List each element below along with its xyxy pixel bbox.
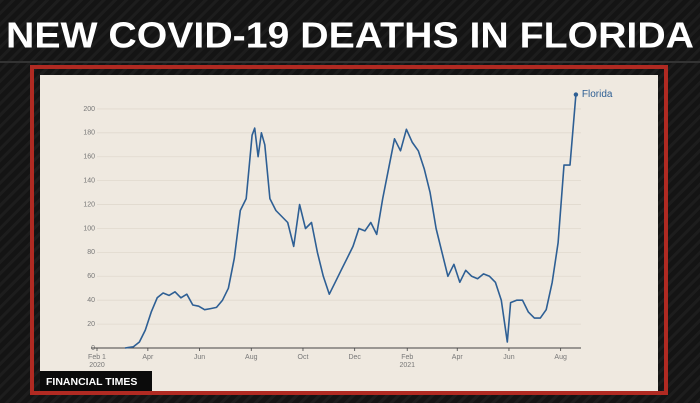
y-tick-label: 60 [87, 273, 95, 280]
plot-panel [40, 75, 658, 391]
series-end-dot [573, 92, 579, 97]
chart-title: NEW COVID-19 DEATHS IN FLORIDA [6, 15, 694, 56]
x-tick-label: Aug [554, 354, 567, 361]
x-tick-label: Apr [142, 354, 154, 361]
source-badge [40, 371, 152, 391]
x-tick-label: Aug [245, 354, 258, 361]
y-tick-label: 100 [83, 225, 95, 232]
y-tick-label: 20 [87, 321, 95, 328]
y-tick-label: 40 [87, 297, 95, 304]
frame [30, 65, 668, 395]
source: FINANCIAL TIMES [46, 376, 137, 388]
y-tick-label: 120 [83, 201, 95, 208]
y-tick-label: 200 [83, 106, 95, 113]
x-tick-label: Feb 1 [88, 354, 106, 361]
y-tick-label: 80 [87, 249, 95, 256]
x-year-label: 2020 [89, 362, 105, 369]
x-tick-label: Jun [194, 354, 205, 361]
x-tick-label: Feb [401, 354, 413, 361]
x-year-label: 2021 [399, 362, 415, 369]
series-label: Florida [582, 89, 613, 100]
y-tick-label: 140 [83, 177, 95, 184]
x-tick-label: Dec [348, 354, 361, 361]
y-tick-label: 160 [83, 154, 95, 161]
x-tick-label: Oct [298, 354, 309, 361]
x-tick-label: Apr [452, 354, 464, 361]
y-tick-label: 180 [83, 130, 95, 137]
series-line [124, 94, 577, 349]
x-tick-label: Jun [503, 354, 514, 361]
